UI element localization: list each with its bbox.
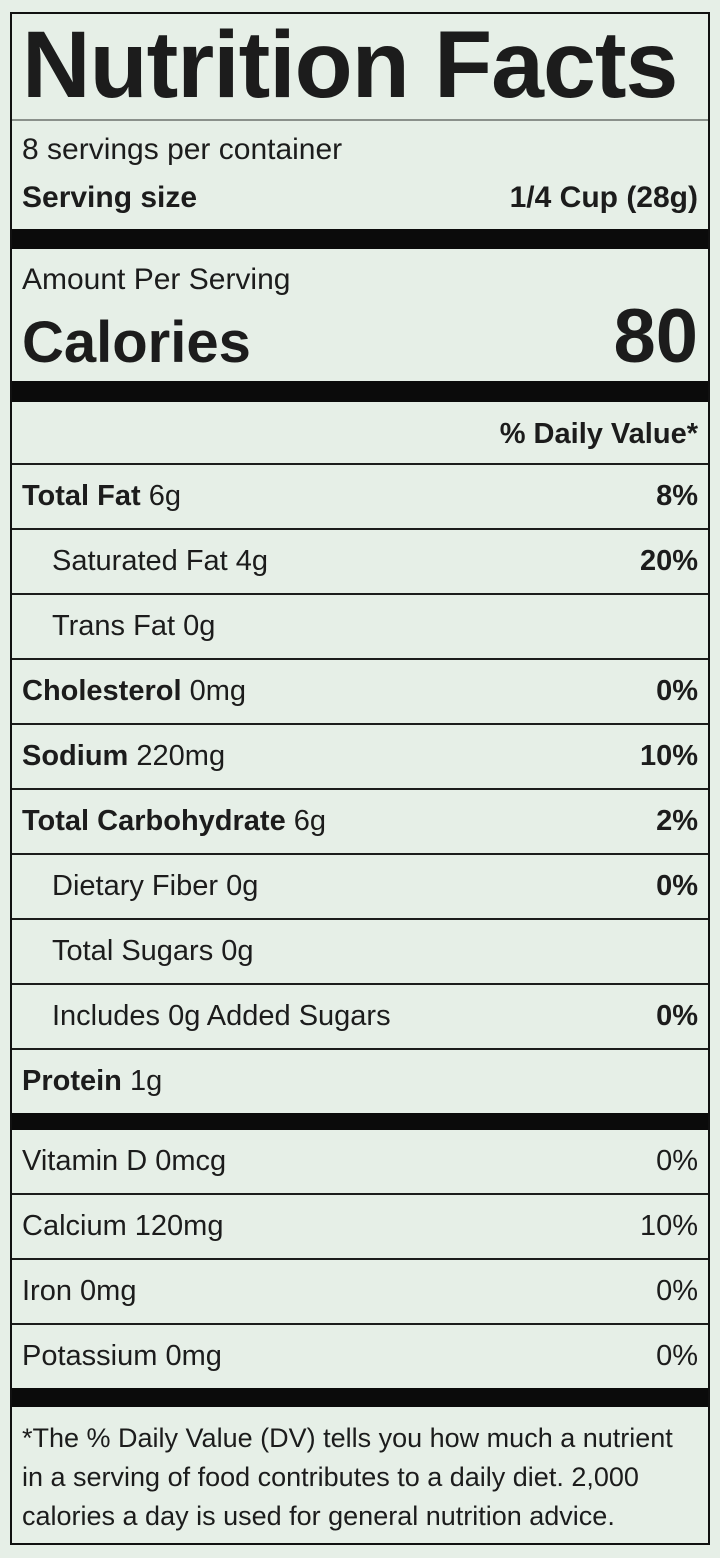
daily-value: 0% bbox=[656, 999, 698, 1032]
nutrient-name: Saturated Fat bbox=[52, 544, 228, 577]
serving-size-row: Serving size 1/4 Cup (28g) bbox=[12, 167, 708, 229]
nutrient-row-cholesterol: Cholesterol 0mg 0% bbox=[12, 660, 708, 725]
calories-label: Calories bbox=[22, 310, 251, 375]
nutrient-amount: 6g bbox=[293, 804, 327, 837]
nutrient-name: Protein bbox=[22, 1064, 122, 1097]
nutrient-name: Cholesterol bbox=[22, 674, 182, 707]
nutrient-name: Trans Fat bbox=[52, 609, 176, 642]
thick-divider-bar bbox=[12, 229, 708, 249]
nutrient-row-total-fat: Total Fat 6g 8% bbox=[12, 465, 708, 530]
daily-value: 2% bbox=[656, 804, 698, 837]
serving-size-label: Serving size bbox=[22, 181, 198, 214]
nutrient-row-sodium: Sodium 220mg 10% bbox=[12, 725, 708, 790]
nutrient-row-added-sugars: Includes 0g Added Sugars 0% bbox=[12, 985, 708, 1050]
nutrient-name: Total Carbohydrate bbox=[22, 804, 286, 837]
label-title: Nutrition Facts bbox=[22, 12, 678, 118]
nutrient-amount: 0mg bbox=[189, 674, 247, 707]
nutrient-amount: 220mg bbox=[136, 739, 226, 772]
nutrient-row-dietary-fiber: Dietary Fiber 0g 0% bbox=[12, 855, 708, 920]
calories-value: 80 bbox=[613, 294, 698, 379]
nutrient-row-total-sugars: Total Sugars 0g bbox=[12, 920, 708, 985]
nutrient-row-trans-fat: Trans Fat 0g bbox=[12, 595, 708, 660]
daily-value: 0% bbox=[656, 1144, 698, 1177]
nutrient-name: Dietary Fiber bbox=[52, 869, 218, 902]
daily-value: 20% bbox=[639, 544, 698, 577]
nutrient-amount: 1g bbox=[129, 1064, 163, 1097]
nutrient-name: Calcium 120mg bbox=[22, 1209, 224, 1242]
daily-value-header: % Daily Value* bbox=[12, 402, 708, 465]
daily-value: 10% bbox=[639, 1209, 698, 1242]
daily-value: 8% bbox=[656, 479, 698, 512]
nutrient-row-saturated-fat: Saturated Fat 4g 20% bbox=[12, 530, 708, 595]
daily-value: 0% bbox=[656, 1339, 698, 1372]
nutrient-name: Total Fat bbox=[22, 479, 141, 512]
nutrient-name: Vitamin D 0mcg bbox=[22, 1144, 227, 1177]
micronutrient-row-vitamin-d: Vitamin D 0mcg 0% bbox=[12, 1130, 708, 1195]
daily-value: 10% bbox=[639, 739, 698, 772]
micronutrient-row-potassium: Potassium 0mg 0% bbox=[12, 1325, 708, 1388]
daily-value: 0% bbox=[656, 674, 698, 707]
nutrient-amount: 4g bbox=[235, 544, 269, 577]
nutrient-name: Total Sugars bbox=[52, 934, 214, 967]
nutrient-amount: 0g bbox=[183, 609, 216, 642]
nutrition-facts-label: Nutrition Facts 8 servings per container… bbox=[10, 12, 710, 1545]
nutrient-row-protein: Protein 1g bbox=[12, 1050, 708, 1113]
title-divider bbox=[12, 119, 708, 121]
calories-row: Calories 80 bbox=[12, 299, 708, 381]
thick-divider-bar bbox=[12, 380, 708, 402]
servings-per-container: 8 servings per container bbox=[22, 133, 343, 166]
amount-per-serving-label: Amount Per Serving bbox=[22, 263, 291, 296]
daily-value: 0% bbox=[656, 1274, 698, 1307]
micronutrient-row-calcium: Calcium 120mg 10% bbox=[12, 1195, 708, 1260]
nutrient-name: Includes 0g Added Sugars bbox=[52, 999, 391, 1032]
thick-divider-bar bbox=[12, 1112, 708, 1130]
daily-value: 0% bbox=[656, 869, 698, 902]
nutrient-amount: 0g bbox=[221, 934, 254, 967]
thick-divider-bar bbox=[12, 1387, 708, 1407]
nutrient-row-total-carbohydrate: Total Carbohydrate 6g 2% bbox=[12, 790, 708, 855]
nutrient-name: Potassium 0mg bbox=[22, 1339, 222, 1372]
daily-value-footnote: *The % Daily Value (DV) tells you how mu… bbox=[22, 1422, 673, 1531]
nutrient-amount: 0g bbox=[226, 869, 259, 902]
nutrient-amount: 6g bbox=[148, 479, 182, 512]
serving-size-value: 1/4 Cup (28g) bbox=[509, 181, 698, 214]
nutrient-name: Sodium bbox=[22, 739, 129, 772]
micronutrient-row-iron: Iron 0mg 0% bbox=[12, 1260, 708, 1325]
nutrient-name: Iron 0mg bbox=[22, 1274, 137, 1307]
